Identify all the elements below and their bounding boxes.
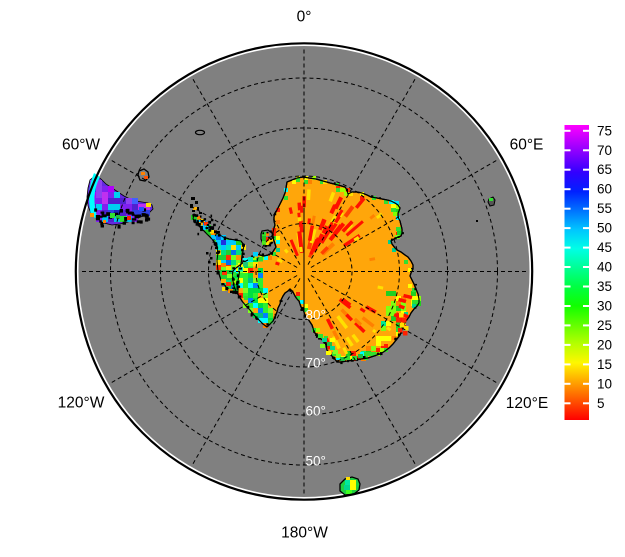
svg-text:70: 70 <box>597 143 612 158</box>
svg-text:20: 20 <box>597 337 612 352</box>
svg-text:60°W: 60°W <box>62 137 100 154</box>
svg-text:50°: 50° <box>306 454 326 469</box>
svg-text:120°E: 120°E <box>506 395 548 412</box>
svg-text:180°W: 180°W <box>281 525 328 542</box>
svg-text:15: 15 <box>597 357 612 372</box>
svg-text:75: 75 <box>597 123 612 138</box>
svg-text:120°W: 120°W <box>58 395 105 412</box>
svg-text:45: 45 <box>597 240 612 255</box>
svg-text:65: 65 <box>597 162 612 177</box>
svg-text:70°: 70° <box>306 356 326 371</box>
svg-text:60°E: 60°E <box>510 137 544 154</box>
svg-text:25: 25 <box>597 318 612 333</box>
svg-text:60°: 60° <box>306 404 326 419</box>
svg-text:60: 60 <box>597 182 612 197</box>
svg-text:10: 10 <box>597 376 612 391</box>
svg-text:5: 5 <box>597 396 605 411</box>
svg-text:55: 55 <box>597 201 612 216</box>
svg-text:35: 35 <box>597 279 612 294</box>
svg-text:40: 40 <box>597 260 612 275</box>
svg-text:30: 30 <box>597 298 612 313</box>
svg-text:0°: 0° <box>297 9 312 26</box>
svg-text:50: 50 <box>597 221 612 236</box>
svg-text:80°: 80° <box>306 308 326 323</box>
